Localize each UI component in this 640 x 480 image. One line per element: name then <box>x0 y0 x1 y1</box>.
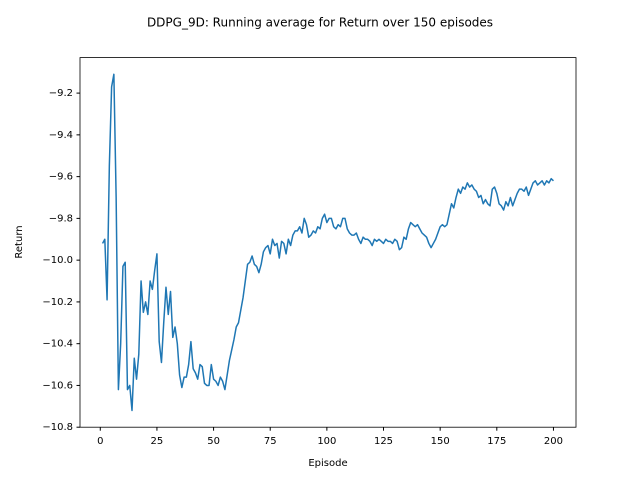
x-tick-label: 200 <box>544 436 563 447</box>
x-tick-label: 150 <box>431 436 450 447</box>
y-axis-label: Return <box>14 225 25 258</box>
y-tick-label: −10.8 <box>42 422 73 433</box>
y-tick-label: −9.4 <box>49 130 73 141</box>
x-tick-label: 100 <box>317 436 336 447</box>
y-tick-label: −9.2 <box>49 88 73 99</box>
x-tick-label: 0 <box>97 436 103 447</box>
y-tick-label: −10.4 <box>42 339 73 350</box>
x-tick-label: 175 <box>487 436 506 447</box>
y-tick-label: −10.2 <box>42 297 73 308</box>
y-tick-label: −9.8 <box>49 213 73 224</box>
y-tick-label: −10.0 <box>42 255 73 266</box>
y-tick-label: −9.6 <box>49 172 73 183</box>
x-axis-label: Episode <box>308 458 347 469</box>
y-tick-label: −10.6 <box>42 380 73 391</box>
x-tick-label: 125 <box>374 436 393 447</box>
data-line <box>101 73 554 412</box>
x-tick-label: 75 <box>264 436 277 447</box>
x-tick-label: 25 <box>151 436 164 447</box>
x-tick-label: 50 <box>207 436 220 447</box>
chart-title: DDPG_9D: Running average for Return over… <box>147 16 493 30</box>
axes-frame <box>79 57 577 428</box>
